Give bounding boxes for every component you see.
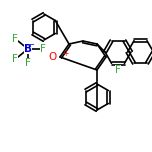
Text: F: F: [115, 65, 121, 75]
Text: O: O: [49, 52, 57, 62]
Text: F: F: [25, 58, 31, 68]
Text: F: F: [40, 44, 46, 54]
Text: +: +: [62, 48, 68, 57]
Text: B: B: [24, 44, 32, 54]
Text: F: F: [12, 34, 18, 44]
Text: F: F: [12, 54, 18, 64]
Text: −: −: [28, 42, 34, 48]
